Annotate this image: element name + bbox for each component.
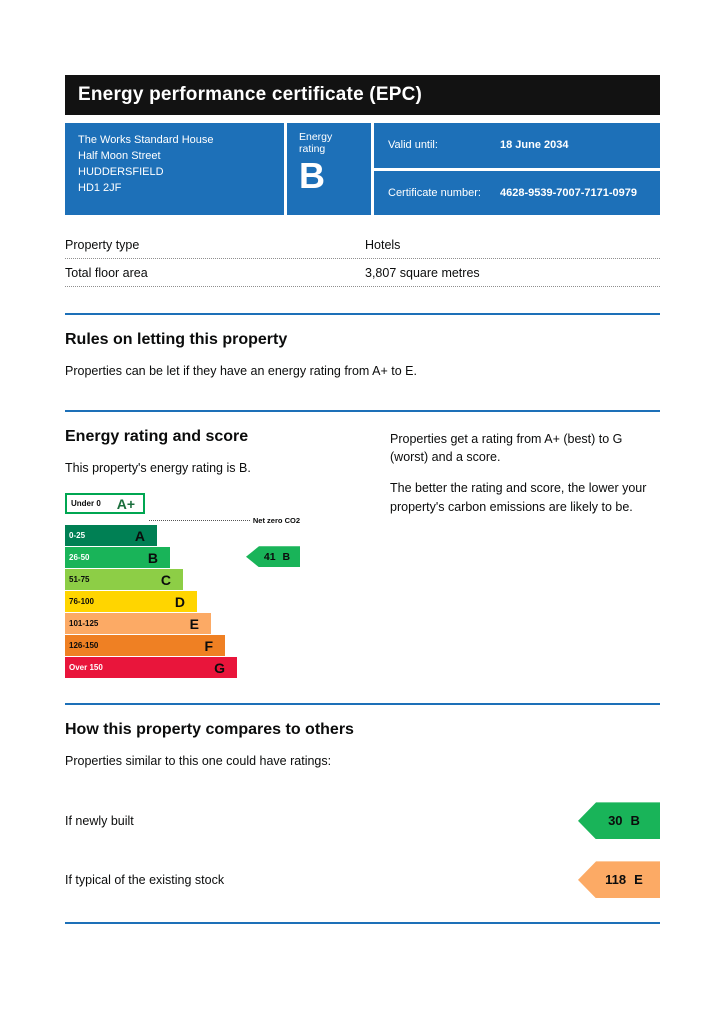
rating-info-text: Properties get a rating from A+ (best) t… [390, 432, 623, 465]
net-zero-dotted-line [149, 519, 250, 521]
compare-row-label: If newly built [65, 813, 134, 828]
band-f: 126-150 F [65, 635, 225, 657]
valid-until-value: 18 June 2034 [500, 139, 569, 152]
page-title: Energy performance certificate (EPC) [65, 75, 660, 115]
band-range-label: Over 150 [69, 663, 103, 673]
compare-row-newly-built: If newly built 30 B [65, 802, 660, 840]
band-a-plus: Under 0 A+ [65, 493, 145, 515]
property-type-value: Hotels [365, 237, 401, 252]
net-zero-label: Net zero CO2 [252, 515, 300, 525]
band-row: 101-125 E [65, 613, 300, 635]
band-range-label: 0-25 [69, 531, 86, 541]
rating-left-column: Energy rating and score This property's … [65, 412, 390, 679]
band-row: 26-50 B [65, 547, 300, 569]
band-row: 126-150 F [65, 635, 300, 657]
band-letter: F [204, 637, 213, 654]
total-floor-area-value: 3,807 square metres [365, 265, 480, 280]
energy-rating-chart: Under 0 A+ Net zero CO2 0-25 [65, 493, 300, 679]
band-row: Over 150 G [65, 657, 300, 679]
rules-text: Properties can be let if they have an en… [65, 364, 417, 378]
band-letter: G [214, 659, 225, 676]
band-letter: A [134, 527, 145, 544]
compare-rating-arrow: 30 B [578, 802, 660, 840]
compare-score: 118 [605, 872, 627, 888]
total-floor-area-label: Total floor area [65, 265, 148, 280]
band-range-label: 51-75 [69, 575, 90, 585]
band-range-label: Under 0 [71, 499, 101, 509]
band-letter: D [174, 593, 185, 610]
certificate-number-label: Certificate number: [388, 186, 481, 199]
band-letter: A+ [116, 495, 135, 512]
band-d: 76-100 D [65, 591, 197, 613]
address-line: HD1 2JF [78, 181, 122, 194]
rating-heading: Energy rating and score [65, 428, 249, 446]
band-g: Over 150 G [65, 657, 237, 679]
rules-heading: Rules on letting this property [65, 331, 288, 348]
band-letter: E [189, 615, 199, 632]
compare-row-label: If typical of the existing stock [65, 872, 225, 887]
certificate-meta: Valid until: 18 June 2034 Certificate nu… [371, 123, 660, 215]
band-a: 0-25 A [65, 525, 157, 547]
summary-panel: The Works Standard House Half Moon Stree… [65, 123, 660, 215]
compare-row-existing-stock: If typical of the existing stock 118 E [65, 861, 660, 899]
current-band: B [282, 550, 291, 563]
property-address: The Works Standard House Half Moon Stree… [65, 123, 284, 215]
current-score: 41 [263, 550, 276, 563]
address-line: The Works Standard House [78, 134, 214, 146]
band-range-label: 76-100 [69, 597, 94, 607]
compare-section: How this property compares to others Pro… [65, 703, 660, 925]
band-range-label: 101-125 [69, 619, 99, 629]
rules-section: Rules on letting this property Propertie… [65, 313, 660, 380]
table-row: Property type Hotels [65, 231, 660, 259]
rating-section: Energy rating and score This property's … [65, 410, 660, 679]
compare-heading: How this property compares to others [65, 721, 354, 739]
property-rating-text: This property's energy rating is B. [65, 461, 251, 476]
bottom-divider [65, 922, 660, 925]
rating-info-text: The better the rating and score, the low… [390, 481, 647, 514]
rating-right-column: Properties get a rating from A+ (best) t… [390, 412, 660, 679]
net-zero-line: Net zero CO2 [65, 515, 300, 525]
energy-rating-label: Energy rating [299, 131, 333, 155]
compare-rating-arrow: 118 E [578, 861, 660, 899]
section-divider [65, 313, 660, 315]
valid-until-label: Valid until: [388, 139, 438, 152]
section-divider [65, 410, 660, 413]
address-line: HUDDERSFIELD [78, 165, 164, 178]
band-e: 101-125 E [65, 613, 211, 635]
band-letter: C [160, 571, 171, 588]
compare-intro: Properties similar to this one could hav… [65, 754, 332, 769]
table-row: Total floor area 3,807 square metres [65, 259, 660, 287]
compare-band: B [630, 813, 640, 829]
energy-rating-value: B [299, 155, 325, 196]
band-b: 26-50 B [65, 547, 170, 569]
band-range-label: 26-50 [69, 553, 90, 563]
band-row: 0-25 A [65, 525, 300, 547]
band-letter: B [147, 549, 158, 566]
certificate-number-row: Certificate number: 4628-9539-7007-7171-… [374, 167, 660, 216]
band-c: 51-75 C [65, 569, 183, 591]
band-range-label: 126-150 [69, 641, 99, 651]
certificate-number-value: 4628-9539-7007-7171-0979 [500, 186, 638, 199]
property-type-label: Property type [65, 237, 140, 252]
valid-until-row: Valid until: 18 June 2034 [374, 123, 660, 168]
current-rating-arrow: 41 B [246, 546, 300, 568]
compare-band: E [634, 872, 643, 888]
address-line: Half Moon Street [78, 149, 161, 162]
band-row: Under 0 A+ [65, 493, 300, 515]
property-details-table: Property type Hotels Total floor area 3,… [65, 231, 660, 287]
section-divider [65, 703, 660, 706]
band-row: 76-100 D [65, 591, 300, 613]
band-row: 51-75 C [65, 569, 300, 591]
compare-score: 30 [608, 813, 623, 829]
document-content: Energy performance certificate (EPC) The… [65, 75, 660, 925]
energy-rating-box: Energy rating B [284, 123, 371, 215]
